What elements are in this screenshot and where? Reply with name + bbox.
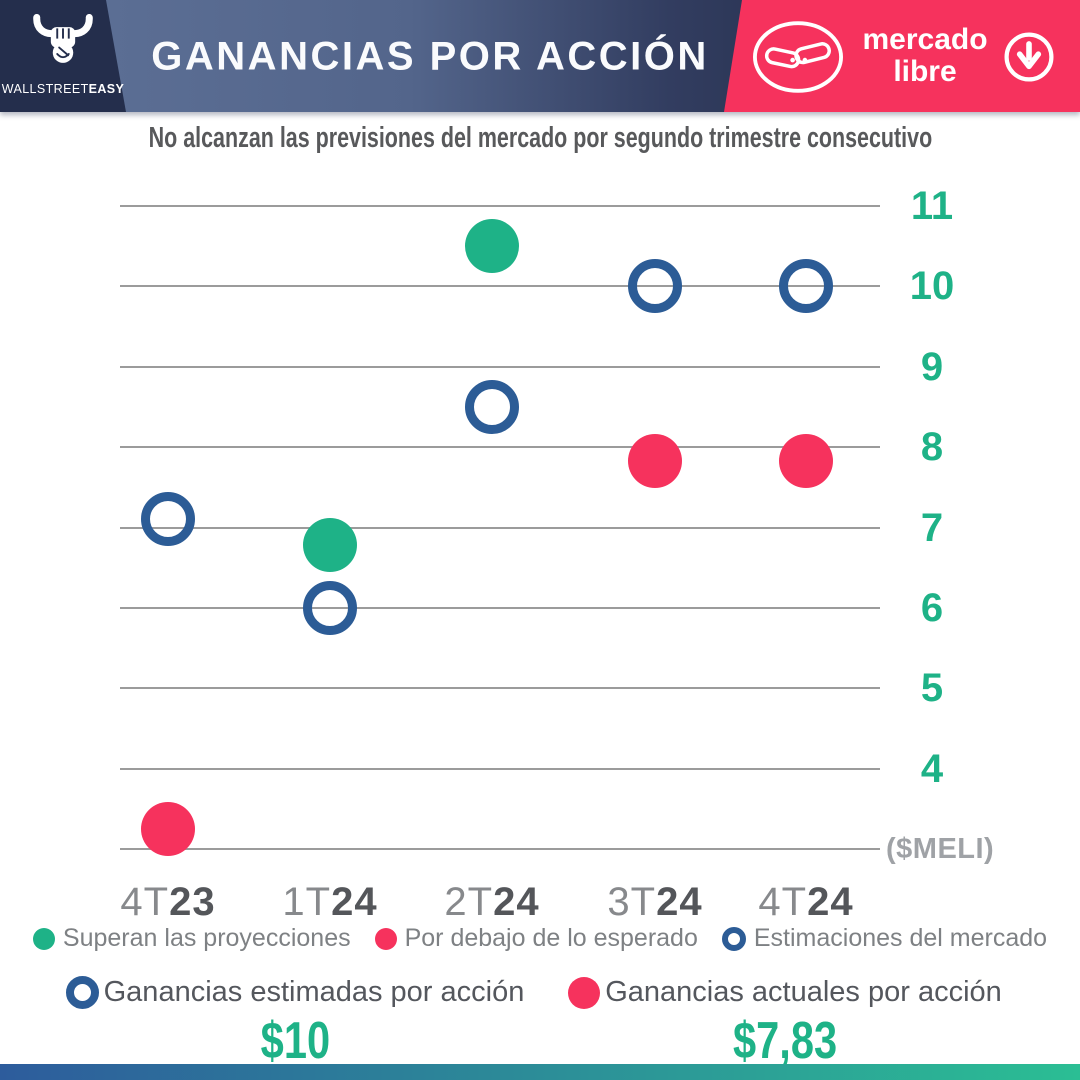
x-label-year: 24 (331, 880, 378, 924)
x-axis-label-1T24: 1T24 (250, 880, 410, 925)
x-label-prefix: 4T (120, 880, 170, 924)
mercado-libre-line1: mercado (862, 23, 988, 56)
legend-label-estimate: Estimaciones del mercado (753, 924, 1048, 952)
x-label-year: 24 (493, 880, 540, 924)
estimate-ring-icon (65, 976, 99, 1009)
gridline (120, 606, 880, 609)
estimate-ring-4T23 (141, 492, 195, 547)
brand-name: WALLSTREETEASY (0, 82, 126, 96)
x-axis-label-2T24: 2T24 (412, 880, 572, 925)
gridline (120, 767, 880, 770)
x-label-prefix: 2T (444, 880, 494, 924)
legend-label-miss: Por debajo de lo esperado (404, 924, 698, 952)
x-axis-label-3T24: 3T24 (575, 880, 735, 925)
actual-dot-2T24 (465, 219, 519, 274)
gridline (120, 848, 880, 850)
summary-estimated: Ganancias estimadas por acción $10 (0, 976, 540, 1071)
gridline (120, 365, 880, 368)
summary-actual-header: Ganancias actuales por acción (540, 976, 1030, 1009)
brand-name-bold: EASY (88, 82, 125, 96)
estimate-ring-3T24 (628, 259, 682, 314)
y-axis-label: 11 (910, 184, 954, 228)
x-label-year: 24 (656, 880, 703, 924)
ticker-label: ($MELI) (886, 833, 995, 865)
estimated-value-text: $10 (260, 1012, 330, 1070)
y-axis-label: 7 (920, 505, 944, 550)
y-axis-label: 4 (920, 746, 944, 791)
legend-item-estimate: Estimaciones del mercado (721, 924, 1048, 953)
chart-subtitle-text: No alcanzan las previsiones del mercado … (148, 122, 932, 154)
legend-label-beat: Superan las proyecciones (62, 924, 351, 952)
y-axis-label: 6 (920, 585, 944, 630)
y-axis-label: 9 (920, 344, 944, 389)
actual-dot-3T24 (628, 433, 682, 488)
gridline (120, 687, 880, 690)
actual-dot-1T24 (303, 518, 357, 573)
x-label-prefix: 3T (607, 880, 657, 924)
x-label-prefix: 4T (758, 880, 808, 924)
estimate-ring-2T24 (465, 379, 519, 434)
x-label-prefix: 1T (282, 880, 332, 924)
y-axis-label: 10 (909, 264, 955, 309)
miss-dot-icon (374, 927, 397, 950)
summary-actual: Ganancias actuales por acción $7,83 (540, 976, 1080, 1071)
summary-estimated-value: $10 (50, 1011, 540, 1071)
summary-actual-value: $7,83 (540, 1011, 1030, 1071)
y-axis-label: 5 (920, 666, 944, 711)
summary-estimated-label: Ganancias estimadas por acción (103, 976, 525, 1008)
gridline (120, 285, 880, 288)
x-axis-label-4T24: 4T24 (726, 880, 886, 925)
mercado-libre-line2: libre (893, 55, 957, 88)
summary-section: Ganancias estimadas por acción $10 Ganan… (0, 976, 1080, 1071)
brand-logo: WALLSTREETEASY (0, 0, 126, 112)
chart-legend: Superan las proyecciones Por debajo de l… (0, 924, 1080, 953)
page-title: GANANCIAS POR ACCIÓN (151, 34, 709, 79)
header: WALLSTREETEASY GANANCIAS POR ACCIÓN merc… (0, 0, 1080, 112)
legend-item-miss: Por debajo de lo esperado (374, 924, 698, 953)
actual-value-text: $7,83 (732, 1012, 838, 1070)
summary-actual-label: Ganancias actuales por acción (605, 976, 1002, 1008)
actual-dot-icon (568, 976, 601, 1009)
download-icon[interactable] (1001, 29, 1057, 85)
estimate-ring-icon (721, 926, 746, 951)
y-axis-label: 8 (920, 425, 944, 470)
estimate-ring-1T24 (303, 580, 357, 635)
beat-dot-icon (32, 927, 55, 950)
actual-dot-4T24 (779, 433, 833, 488)
x-axis-label-4T23: 4T23 (88, 880, 248, 925)
gridline (120, 205, 880, 207)
x-label-year: 24 (807, 880, 854, 924)
footer-gradient-bar (0, 1064, 1080, 1080)
summary-estimated-header: Ganancias estimadas por acción (50, 976, 540, 1009)
gridline (120, 526, 880, 529)
chart-subtitle: No alcanzan las previsiones del mercado … (0, 122, 1080, 155)
legend-item-beat: Superan las proyecciones (32, 924, 351, 953)
actual-dot-4T23 (141, 801, 195, 856)
x-label-year: 23 (169, 880, 216, 924)
gridline (120, 446, 880, 449)
bull-icon (33, 14, 93, 63)
estimate-ring-4T24 (779, 259, 833, 314)
brand-name-regular: WALLSTREET (1, 82, 89, 96)
handshake-icon (753, 21, 843, 93)
mercado-libre-logo-text: mercado libre (852, 24, 998, 88)
